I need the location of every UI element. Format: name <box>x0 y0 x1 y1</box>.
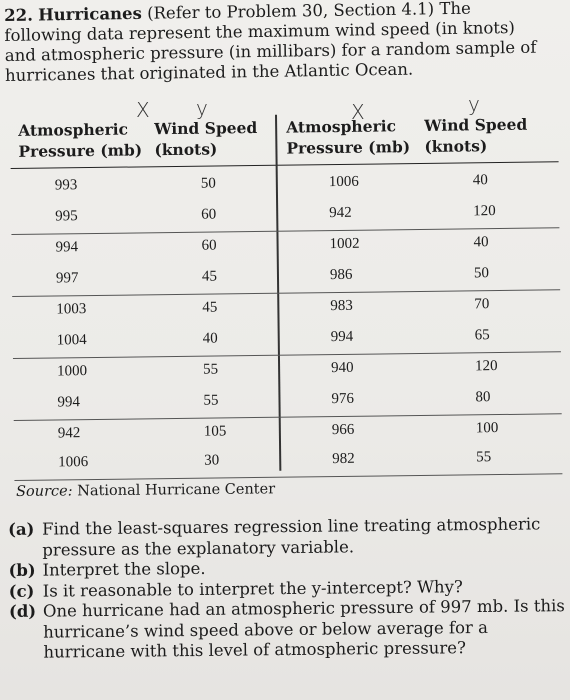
table-cell: 80 <box>475 389 491 406</box>
table-cell: 60 <box>201 206 217 223</box>
part-tag: (c) <box>8 581 35 601</box>
table-cell: 105 <box>203 423 227 440</box>
table-cell: 1006 <box>328 173 359 191</box>
table-cell: 50 <box>200 175 216 192</box>
part-d: (d) One hurricane had an atmospheric pres… <box>5 596 570 663</box>
table-cell: 50 <box>473 265 490 282</box>
source-label: Source: <box>16 483 73 500</box>
problem-title: Hurricanes <box>37 3 143 25</box>
table-cell: 70 <box>474 296 490 313</box>
header-line: (knots) <box>424 136 488 156</box>
table-cell: 120 <box>474 358 498 375</box>
table-cell: 40 <box>473 234 489 251</box>
table-cell: 55 <box>476 449 492 466</box>
table-cell: 983 <box>330 297 353 315</box>
table-cell: 1006 <box>58 454 89 471</box>
part-text: Find the least-squares regression line t… <box>41 514 541 560</box>
source-text: National Hurricane Center <box>77 481 276 500</box>
header-pressure-2: Atmospheric Pressure (mb) <box>286 115 410 159</box>
question-parts: (a) Find the least-squares regression lin… <box>4 514 569 663</box>
part-text: Interpret the slope. <box>42 558 206 580</box>
table-row: 1006 30 982 55 <box>14 442 563 481</box>
table-cell: 986 <box>329 266 353 284</box>
table-cell: 982 <box>332 450 355 468</box>
part-a: (a) Find the least-squares regression lin… <box>4 514 568 561</box>
table-cell: 55 <box>203 361 219 378</box>
table-cell: 1002 <box>329 235 360 253</box>
part-text: Is it reasonable to interpret the y-inte… <box>42 576 463 601</box>
table-cell: 45 <box>201 268 218 285</box>
table-cell: 995 <box>55 208 78 225</box>
table-cell: 966 <box>331 421 355 439</box>
header-line: Wind Speed <box>424 114 528 135</box>
table-cell: 993 <box>54 177 78 194</box>
table-cell: 994 <box>55 239 79 256</box>
data-table: Atmospheric Pressure (mb) Wind Speed (kn… <box>10 109 563 481</box>
header-line: Atmospheric <box>18 119 129 140</box>
header-line: Pressure (mb) <box>286 137 411 158</box>
header-line: Wind Speed <box>154 117 258 139</box>
table-cell: 30 <box>204 452 220 469</box>
problem-intro: 22. Hurricanes (Refer to Problem 30, Sec… <box>4 0 565 86</box>
table-cell: 60 <box>201 237 217 254</box>
table-cell: 45 <box>202 299 218 316</box>
part-tag: (b) <box>8 560 36 580</box>
table-cell: 942 <box>329 204 352 222</box>
problem-number: 22. <box>4 5 34 25</box>
part-tag: (a) <box>7 519 35 539</box>
table-cell: 940 <box>331 359 354 377</box>
table-cell: 994 <box>57 394 81 411</box>
handwritten-y-mark-2: y <box>468 92 480 116</box>
part-text: One hurricane had an atmospheric pressur… <box>42 596 565 662</box>
table-cell: 55 <box>203 392 219 409</box>
header-line: Pressure (mb) <box>18 140 143 161</box>
handwritten-x-mark-1: X <box>136 98 150 122</box>
table-cell: 1000 <box>57 363 88 380</box>
handwritten-y-mark-1: y <box>196 96 208 120</box>
table-cell: 942 <box>57 425 81 442</box>
header-wind-1: Wind Speed (knots) <box>154 117 258 160</box>
header-pressure-1: Atmospheric Pressure (mb) <box>18 118 142 162</box>
table-cell: 1004 <box>56 332 87 349</box>
table-cell: 40 <box>472 172 488 189</box>
table-cell: 65 <box>474 327 490 344</box>
table-cell: 100 <box>475 420 499 437</box>
header-line: (knots) <box>154 139 218 160</box>
table-header: Atmospheric Pressure (mb) Wind Speed (kn… <box>10 109 559 169</box>
table-cell: 997 <box>55 270 79 287</box>
source-note: Source: National Hurricane Center <box>16 481 275 500</box>
header-line: Atmospheric <box>286 116 397 137</box>
table-cell: 40 <box>202 330 218 347</box>
table-cell: 120 <box>473 203 496 220</box>
table-cell: 1003 <box>56 301 87 318</box>
handwritten-x-mark-2: X <box>351 100 365 124</box>
table-cell: 994 <box>330 328 354 346</box>
part-tag: (d) <box>8 601 37 621</box>
table-cell: 976 <box>331 390 355 408</box>
header-wind-2: Wind Speed (knots) <box>424 114 528 157</box>
